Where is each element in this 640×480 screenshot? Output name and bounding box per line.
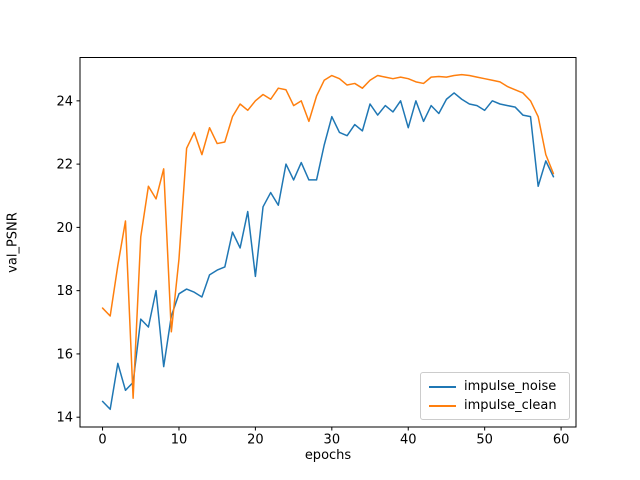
y-tick-label: 22 (56, 158, 73, 173)
x-tick-label: 0 (98, 433, 106, 448)
x-tick-label: 40 (400, 433, 417, 448)
legend-entry-impulse-clean: impulse_clean (429, 397, 561, 415)
y-axis-label: val_PSNR (5, 212, 21, 273)
y-tick-label: 20 (56, 221, 73, 236)
legend-label: impulse_noise (464, 378, 557, 394)
y-tick-label: 24 (56, 94, 73, 109)
legend-line-sample-blue (429, 385, 456, 388)
x-axis-label: epochs (304, 448, 352, 463)
legend-entry-impulse-noise: impulse_noise (429, 378, 561, 396)
x-tick-label: 30 (324, 433, 341, 448)
legend-label: impulse_clean (464, 397, 557, 413)
line-impulse_noise (101, 92, 555, 411)
axes-spines (79, 57, 577, 428)
x-tick-label: 50 (476, 433, 493, 448)
x-tick-label: 60 (553, 433, 570, 448)
legend: impulse_noise impulse_clean (420, 372, 570, 420)
line-impulse_clean (101, 73, 555, 399)
y-tick-label: 16 (56, 347, 73, 362)
y-tick-label: 14 (56, 411, 73, 426)
y-tick-label: 18 (56, 284, 73, 299)
x-tick-label: 20 (247, 433, 264, 448)
legend-line-sample-orange (429, 404, 456, 407)
x-tick-label: 10 (171, 433, 188, 448)
